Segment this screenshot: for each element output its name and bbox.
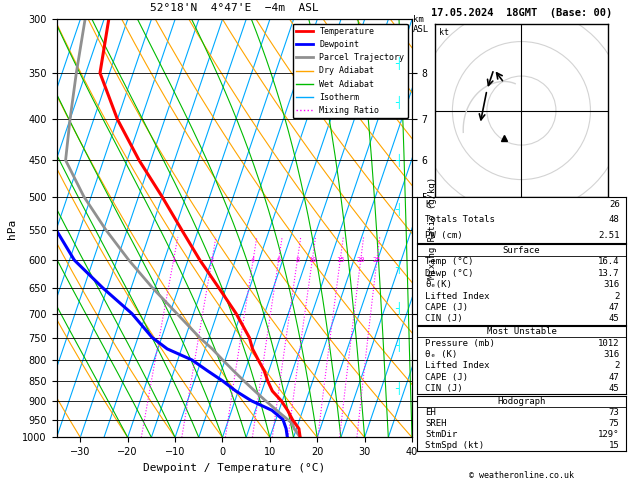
Text: 1012: 1012 [598,339,620,347]
Y-axis label: hPa: hPa [7,218,17,239]
Text: 316: 316 [603,280,620,289]
Text: Dewp (°C): Dewp (°C) [425,269,474,278]
Text: 6: 6 [277,257,281,263]
Text: 8: 8 [295,257,299,263]
Text: Lifted Index: Lifted Index [425,292,490,300]
Text: kt: kt [438,28,448,36]
Text: 13.7: 13.7 [598,269,620,278]
Text: 15: 15 [609,441,620,451]
Text: Lifted Index: Lifted Index [425,361,490,370]
Text: ┤: ┤ [395,154,401,167]
Text: 2: 2 [614,361,620,370]
Text: ┤: ┤ [395,302,401,315]
Text: EH: EH [425,408,436,417]
Text: StmDir: StmDir [425,430,458,439]
Text: ┤: ┤ [395,203,401,215]
Text: 45: 45 [609,314,620,323]
Title: 52°18'N  4°47'E  −4m  ASL: 52°18'N 4°47'E −4m ASL [150,3,319,13]
Text: StmSpd (kt): StmSpd (kt) [425,441,484,451]
Text: ┤: ┤ [395,339,401,351]
Text: 16.4: 16.4 [598,257,620,266]
Text: 10: 10 [308,257,316,263]
Text: Most Unstable: Most Unstable [486,327,557,336]
Text: 73: 73 [609,408,620,417]
Text: 17.05.2024  18GMT  (Base: 00): 17.05.2024 18GMT (Base: 00) [431,8,612,18]
Text: θₑ(K): θₑ(K) [425,280,452,289]
Text: km
ASL: km ASL [413,15,429,34]
Text: 1: 1 [172,257,175,263]
Text: Mixing Ratio (g/kg): Mixing Ratio (g/kg) [428,177,437,279]
Legend: Temperature, Dewpoint, Parcel Trajectory, Dry Adiabat, Wet Adiabat, Isotherm, Mi: Temperature, Dewpoint, Parcel Trajectory… [293,24,408,118]
Text: 47: 47 [609,303,620,312]
Text: 2: 2 [210,257,214,263]
Text: © weatheronline.co.uk: © weatheronline.co.uk [469,471,574,480]
Text: CIN (J): CIN (J) [425,384,463,393]
Text: 4: 4 [251,257,255,263]
Text: 47: 47 [609,373,620,382]
Text: CAPE (J): CAPE (J) [425,303,469,312]
Text: 2.51: 2.51 [598,231,620,240]
X-axis label: Dewpoint / Temperature (°C): Dewpoint / Temperature (°C) [143,463,325,473]
Text: 20: 20 [357,257,365,263]
Text: 2: 2 [614,292,620,300]
Text: PW (cm): PW (cm) [425,231,463,240]
Text: 15: 15 [336,257,345,263]
Text: Pressure (mb): Pressure (mb) [425,339,495,347]
Text: ┤: ┤ [395,261,401,274]
Text: θₑ (K): θₑ (K) [425,350,458,359]
Text: Surface: Surface [503,246,540,255]
Text: 45: 45 [609,384,620,393]
Text: LCL: LCL [419,419,434,428]
Text: SREH: SREH [425,419,447,428]
Text: Totals Totals: Totals Totals [425,215,495,225]
Text: 316: 316 [603,350,620,359]
Text: Hodograph: Hodograph [498,397,545,406]
Text: ┤: ┤ [395,382,401,395]
Text: CIN (J): CIN (J) [425,314,463,323]
Text: K: K [425,200,431,209]
Text: 25: 25 [372,257,381,263]
Text: ┤: ┤ [395,96,401,108]
Text: 75: 75 [609,419,620,428]
Text: 48: 48 [609,215,620,225]
Text: ┤: ┤ [395,57,401,69]
Text: 26: 26 [609,200,620,209]
Text: Temp (°C): Temp (°C) [425,257,474,266]
Text: 129°: 129° [598,430,620,439]
Text: CAPE (J): CAPE (J) [425,373,469,382]
